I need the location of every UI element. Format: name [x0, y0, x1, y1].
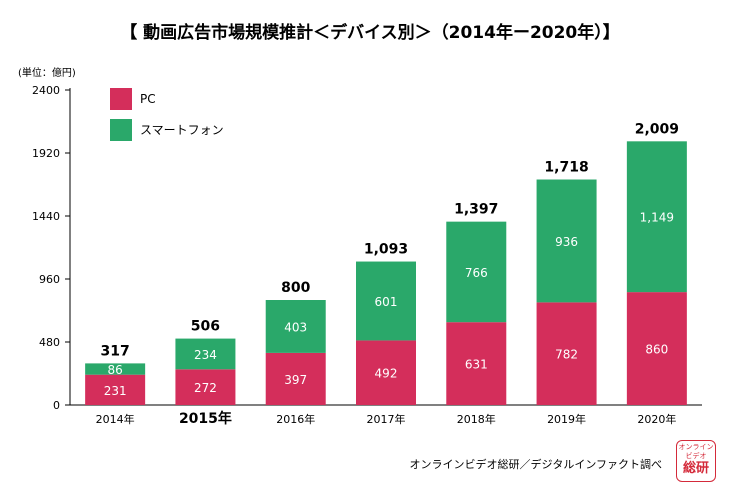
- data-label-smartphone: 936: [555, 235, 578, 249]
- bar-smartphone: [536, 179, 597, 303]
- legend-swatch-pc: [110, 88, 132, 110]
- legend-label-smartphone: スマートフォン: [140, 123, 224, 137]
- bar-pc: [626, 292, 687, 405]
- bar-smartphone: [85, 363, 146, 375]
- bar-pc: [85, 374, 146, 405]
- y-tick-label: 480: [39, 336, 60, 349]
- data-label-smartphone: 234: [194, 348, 217, 362]
- bar-smartphone: [265, 300, 326, 353]
- x-tick-label: 2017年: [367, 412, 406, 426]
- bar-pc: [175, 369, 236, 405]
- y-tick-label: 960: [39, 273, 60, 286]
- x-tick-label: 2018年: [457, 412, 496, 426]
- data-label-pc: 397: [284, 373, 307, 387]
- x-tick-label: 2016年: [276, 412, 315, 426]
- total-label: 800: [281, 280, 310, 296]
- online-video-soken-logo: オンライン ビデオ 総研: [676, 440, 716, 482]
- data-label-pc: 272: [194, 381, 217, 395]
- chart-title: 【 動画広告市場規模推計＜デバイス別＞（2014年ー2020年）】: [120, 23, 620, 43]
- logo-line1: オンライン ビデオ: [678, 443, 714, 460]
- bar-pc: [446, 322, 507, 405]
- bar-smartphone: [626, 141, 687, 293]
- x-tick-label: 2020年: [637, 412, 676, 426]
- total-label: 1,093: [364, 242, 408, 258]
- total-label: 506: [191, 319, 220, 335]
- total-label: 1,397: [454, 202, 498, 218]
- y-tick-label: 1920: [32, 147, 60, 160]
- data-label-smartphone: 86: [108, 363, 123, 377]
- bar-smartphone: [356, 261, 416, 341]
- legend-label-pc: PC: [140, 92, 156, 106]
- legend-swatch-smartphone: [110, 119, 132, 141]
- bar-pc: [265, 352, 326, 405]
- x-tick-label: 2014年: [96, 412, 135, 426]
- data-label-pc: 492: [375, 367, 398, 381]
- x-tick-label: 2015年: [179, 410, 232, 427]
- source-note: オンラインビデオ総研／デジタルインファクト調べ: [409, 458, 662, 471]
- total-label: 1,718: [544, 160, 588, 176]
- total-label: 317: [101, 343, 130, 359]
- data-label-smartphone: 1,149: [640, 211, 674, 225]
- y-tick-label: 1440: [32, 210, 60, 223]
- unit-label: (単位：億円): [18, 68, 76, 79]
- x-tick-label: 2019年: [547, 412, 586, 426]
- total-label: 2,009: [635, 121, 679, 137]
- data-label-smartphone: 403: [284, 320, 307, 334]
- data-label-pc: 782: [555, 348, 578, 362]
- data-label-pc: 231: [104, 384, 127, 398]
- data-label-pc: 631: [465, 358, 488, 372]
- bar-pc: [356, 340, 416, 405]
- logo-line2: 総研: [682, 461, 709, 476]
- data-label-smartphone: 766: [465, 266, 488, 280]
- y-tick-label: 0: [53, 399, 60, 412]
- data-label-smartphone: 601: [375, 295, 398, 309]
- bar-pc: [536, 302, 597, 405]
- data-label-pc: 860: [645, 343, 668, 357]
- bar-smartphone: [446, 221, 507, 323]
- y-tick-label: 2400: [32, 84, 60, 97]
- bar-smartphone: [175, 338, 236, 370]
